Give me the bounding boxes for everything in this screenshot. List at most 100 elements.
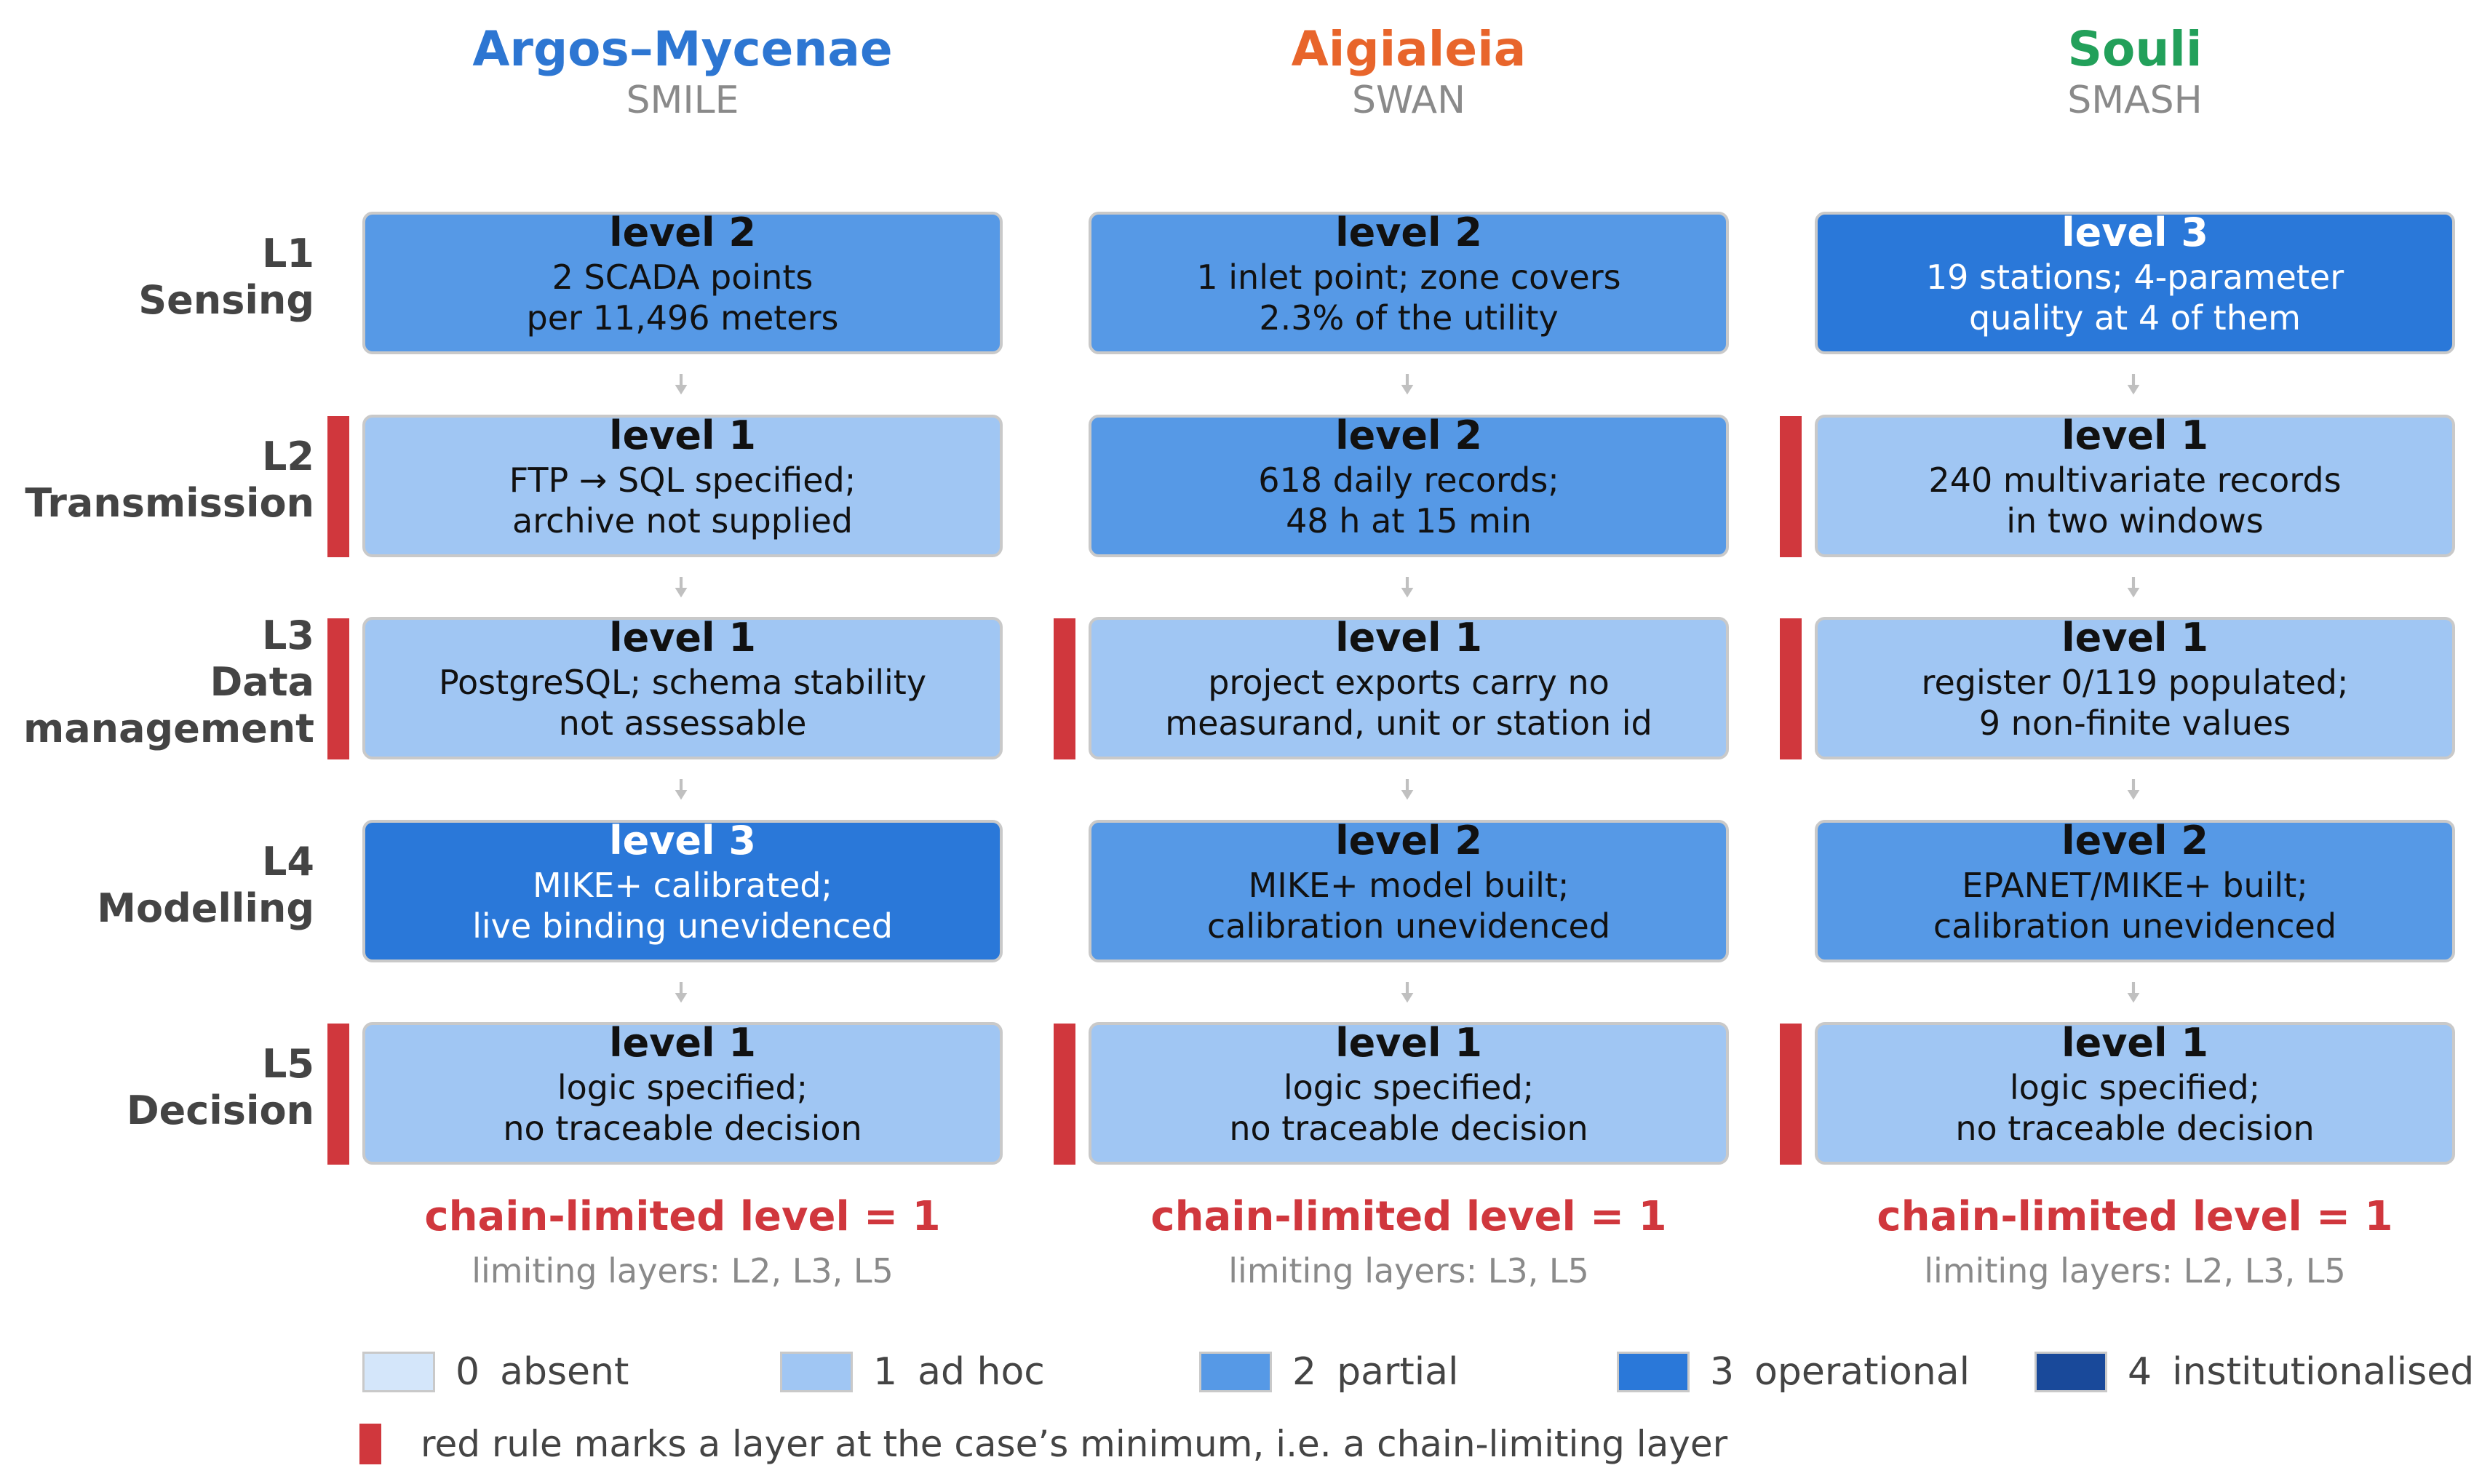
level-description: 1 inlet point; zone covers [1196,258,1621,297]
legend-item: 2 partial [1199,1350,1459,1394]
limiting-layers: limiting layers: L2, L3, L5 [472,1251,894,1290]
level-description: PostgreSQL; schema stability [438,663,927,702]
flow-arrow-icon [675,374,688,395]
level-label: level 2 [2061,820,2208,863]
level-cell: level 1 logic specified; no traceable deci… [1089,1022,1729,1165]
legend-swatch [1199,1352,1272,1392]
level-cell: level 1 240 multivariate records in two wi… [1815,415,2455,557]
legend-level-label: ad hoc [918,1350,1045,1394]
legend-swatch [362,1352,435,1392]
chain-limited-level: chain-limited level = 1 [1150,1193,1667,1240]
limiting-layers: limiting layers: L3, L5 [1228,1251,1589,1290]
level-cell: level 3 MIKE+ calibrated; live binding une… [362,820,1003,962]
flow-arrow-icon [2127,982,2140,1003]
row-layer-name: Transmission [25,480,314,526]
level-description: 2.3% of the utility [1259,298,1559,338]
level-description: EPANET/MIKE+ built; [1962,866,2308,905]
level-description: project exports carry no [1208,663,1610,702]
level-description: not assessable [558,703,807,743]
level-description: 2 SCADA points [552,258,814,297]
chain-limiting-rule [327,618,349,759]
legend-note-text: red rule marks a layer at the case’s min… [421,1423,1728,1465]
level-description: 240 multivariate records [1928,460,2342,500]
row-layer-name: Decision [126,1088,314,1133]
legend-level-label: operational [1754,1350,1970,1394]
flow-arrow-icon [2127,577,2140,598]
level-cell: level 1 logic specified; no traceable deci… [362,1022,1003,1165]
level-description: per 11,496 meters [526,298,839,338]
level-label: level 1 [2061,617,2208,661]
row-layer-name: Data [210,659,314,705]
legend-level-label: partial [1337,1350,1459,1394]
level-description: MIKE+ model built; [1248,866,1570,905]
chain-limiting-rule [327,1024,349,1165]
level-description: measurand, unit or station id [1165,703,1652,743]
level-description: calibration unevidenced [1206,906,1611,946]
level-cell: level 2 EPANET/MIKE+ built; calibration un… [1815,820,2455,962]
row-layer-code: L4 [262,839,314,885]
chain-limited-level: chain-limited level = 1 [1877,1193,2393,1240]
legend-level-number: 4 [2128,1350,2152,1394]
level-description: logic specified; [1283,1068,1535,1107]
level-description: 48 h at 15 min [1286,501,1532,540]
level-cell: level 1 logic specified; no traceable deci… [1815,1022,2455,1165]
level-label: level 1 [2061,415,2208,458]
level-cell: level 2 MIKE+ model built; calibration une… [1089,820,1729,962]
level-description: MIKE+ calibrated; [532,866,833,905]
legend-item: 4 institutionalised [2034,1350,2474,1394]
case-subtitle: SMILE [626,79,739,122]
flow-arrow-icon [675,577,688,598]
legend-swatch [780,1352,853,1392]
chain-limiting-rule [1054,1024,1075,1165]
row-layer-name: Modelling [97,885,314,931]
chain-limiting-rule [1780,618,1802,759]
level-label: level 1 [1335,617,1482,661]
legend-level-label: institutionalised [2172,1350,2475,1394]
chain-limiting-rule [1780,1024,1802,1165]
row-layer-code: L2 [262,434,314,479]
level-label: level 1 [609,415,756,458]
case-subtitle: SMASH [2067,79,2203,122]
legend-level-number: 1 [873,1350,898,1394]
chain-limiting-rule [1780,416,1802,557]
case-title: Aigialeia [1291,21,1527,77]
legend-red-rule [359,1424,381,1464]
legend-swatch [1617,1352,1690,1392]
level-label: level 1 [1335,1022,1482,1066]
row-layer-code: L3 [262,613,314,658]
level-description: logic specified; [2009,1068,2261,1107]
level-description: in two windows [2006,501,2264,540]
level-label: level 2 [1335,212,1482,255]
row-layer-code: L5 [262,1041,314,1087]
level-cell: level 3 19 stations; 4-parameter quality a… [1815,212,2455,354]
legend-item: 3 operational [1617,1350,1970,1394]
flow-arrow-icon [675,779,688,800]
level-description: quality at 4 of them [1969,298,2301,338]
level-description: live binding unevidenced [472,906,893,946]
flow-arrow-icon [675,982,688,1003]
level-cell: level 1 PostgreSQL; schema stability not a… [362,617,1003,759]
flow-arrow-icon [1401,982,1414,1003]
legend-swatch [2034,1352,2107,1392]
level-label: level 1 [2061,1022,2208,1066]
legend-level-number: 0 [456,1350,480,1394]
chain-limited-level: chain-limited level = 1 [424,1193,941,1240]
flow-arrow-icon [1401,779,1414,800]
legend-level-label: absent [500,1350,629,1394]
row-layer-name: Sensing [138,277,314,323]
level-label: level 2 [1335,415,1482,458]
level-description: no traceable decision [1955,1109,2315,1148]
case-title: Argos–Mycenae [472,21,893,77]
flow-arrow-icon [1401,577,1414,598]
flow-arrow-icon [2127,779,2140,800]
level-description: 19 stations; 4-parameter [1925,258,2344,297]
chain-limiting-rule [1054,618,1075,759]
level-description: no traceable decision [503,1109,862,1148]
level-cell: level 1 project exports carry no measurand… [1089,617,1729,759]
level-description: logic specified; [557,1068,808,1107]
level-cell: level 1 FTP → SQL specified; archive not s… [362,415,1003,557]
case-subtitle: SWAN [1351,79,1466,122]
